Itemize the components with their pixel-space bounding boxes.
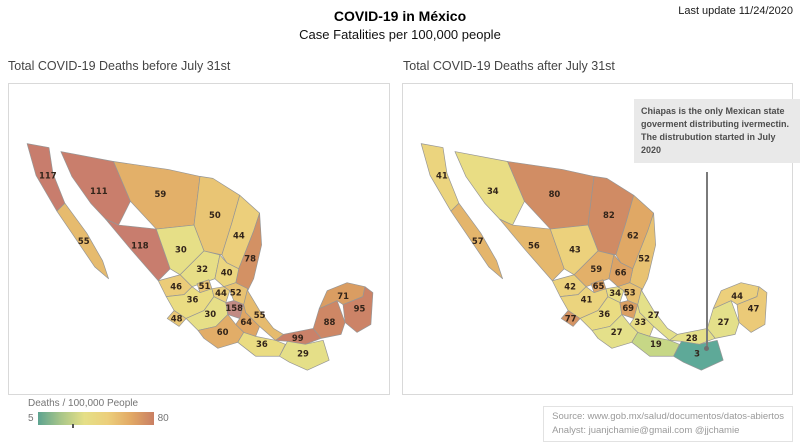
state-value-label: 99 <box>292 333 304 343</box>
annotation-leader-dot <box>704 346 709 351</box>
state-shape-chiapas[interactable] <box>673 339 724 371</box>
state-value-label: 34 <box>487 186 499 196</box>
legend-max-label: 80 <box>157 413 169 424</box>
state-value-label: 40 <box>221 267 233 277</box>
state-shape-chiapas[interactable] <box>279 339 330 371</box>
state-value-label: 32 <box>196 264 208 274</box>
state-value-label: 3 <box>694 349 700 359</box>
map-panel-before: 117 55 111 59 50 44 78 118 30 32 40 46 51 36 44 52 48 30 1… <box>8 83 390 395</box>
page-title: COVID-19 in México <box>333 8 467 24</box>
legend-min-label: 5 <box>28 413 34 424</box>
state-value-label: 51 <box>199 281 211 291</box>
state-value-label: 69 <box>622 303 634 313</box>
state-value-label: 36 <box>256 339 268 349</box>
page-subtitle: Case Fatalities per 100,000 people <box>299 27 501 42</box>
state-value-label: 60 <box>217 327 229 337</box>
state-value-label: 77 <box>565 313 577 323</box>
state-value-label: 29 <box>297 349 309 359</box>
state-value-label: 44 <box>215 288 227 298</box>
state-value-label: 62 <box>627 231 639 241</box>
state-value-label: 19 <box>650 339 662 349</box>
state-value-label: 118 <box>131 240 149 250</box>
state-value-label: 30 <box>175 245 187 255</box>
state-value-label: 27 <box>648 310 660 320</box>
analyst-text: Analyst: juanjchamie@gmail.com @jjchamie <box>552 424 740 436</box>
state-value-label: 57 <box>472 236 484 246</box>
annotation-leader-line <box>706 172 708 348</box>
state-value-label: 47 <box>748 304 760 314</box>
state-value-label: 48 <box>171 313 183 323</box>
state-value-label: 52 <box>638 254 650 264</box>
state-shape-baja-california-sur[interactable] <box>56 202 109 280</box>
state-value-label: 53 <box>624 287 636 297</box>
chiapas-annotation: Chiapas is the only Mexican state goverm… <box>634 99 800 164</box>
state-value-label: 82 <box>603 210 615 220</box>
state-value-label: 44 <box>731 291 743 301</box>
state-value-label: 41 <box>581 294 593 304</box>
panel-title-after: Total COVID-19 Deaths after July 31st <box>403 59 615 73</box>
state-value-label: 71 <box>337 291 349 301</box>
state-value-label: 41 <box>436 171 448 181</box>
state-value-label: 59 <box>590 264 602 274</box>
state-shape-quintana-roo[interactable] <box>736 286 768 333</box>
state-value-label: 55 <box>78 236 90 246</box>
panel-title-before: Total COVID-19 Deaths before July 31st <box>8 59 231 73</box>
legend-gradient-bar[interactable] <box>37 412 154 428</box>
state-value-label: 27 <box>718 317 730 327</box>
state-value-label: 27 <box>611 327 623 337</box>
state-value-label: 95 <box>354 304 366 314</box>
last-update-label: Last update 11/24/2020 <box>678 5 793 17</box>
state-value-label: 117 <box>39 171 57 181</box>
source-text: Source: www.gob.mx/salud/documentos/dato… <box>552 411 784 422</box>
state-value-label: 56 <box>528 240 540 250</box>
state-value-label: 36 <box>598 309 610 319</box>
state-value-label: 43 <box>569 245 581 255</box>
state-value-label: 28 <box>686 333 698 343</box>
state-value-label: 88 <box>324 317 336 327</box>
state-value-label: 59 <box>155 189 167 199</box>
state-value-label: 30 <box>204 309 216 319</box>
state-value-label: 158 <box>225 303 243 313</box>
state-shape-colima[interactable] <box>166 310 187 327</box>
state-value-label: 111 <box>90 186 108 196</box>
state-value-label: 65 <box>593 281 605 291</box>
state-value-label: 66 <box>615 267 627 277</box>
state-value-label: 36 <box>187 294 199 304</box>
state-value-label: 80 <box>549 189 561 199</box>
state-value-label: 64 <box>240 317 252 327</box>
legend-tick <box>71 424 74 428</box>
color-legend: Deaths / 100,000 People 5 80 <box>28 398 169 428</box>
state-value-label: 33 <box>634 317 646 327</box>
state-shape-guanajuato[interactable] <box>211 286 231 303</box>
state-value-label: 42 <box>564 282 576 292</box>
state-value-label: 52 <box>230 287 242 297</box>
state-shape-baja-california-sur[interactable] <box>450 202 503 280</box>
state-value-label: 50 <box>209 210 221 220</box>
state-value-label: 44 <box>233 231 245 241</box>
state-value-label: 55 <box>254 310 266 320</box>
caption-box: Source: www.gob.mx/salud/documentos/dato… <box>543 406 793 442</box>
legend-title: Deaths / 100,000 People <box>28 398 139 409</box>
state-shape-quintana-roo[interactable] <box>342 286 374 333</box>
state-value-label: 34 <box>609 288 621 298</box>
state-value-label: 46 <box>170 282 182 292</box>
state-value-label: 78 <box>244 254 256 264</box>
state-shape-guanajuato[interactable] <box>605 286 625 303</box>
state-shape-colima[interactable] <box>560 310 581 327</box>
